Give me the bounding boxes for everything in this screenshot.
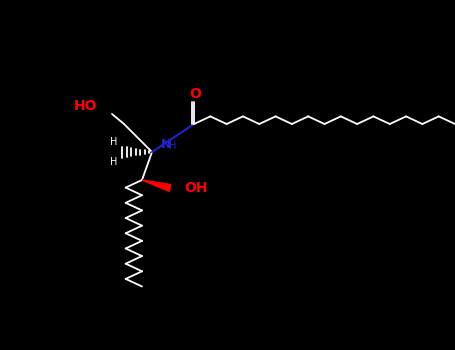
Text: HO: HO	[74, 99, 97, 113]
Text: N: N	[161, 138, 171, 150]
Text: H: H	[110, 157, 118, 167]
Text: OH: OH	[184, 181, 207, 195]
Text: H: H	[169, 141, 177, 151]
Text: O: O	[189, 87, 201, 101]
Text: H: H	[110, 137, 118, 147]
Polygon shape	[142, 180, 171, 191]
